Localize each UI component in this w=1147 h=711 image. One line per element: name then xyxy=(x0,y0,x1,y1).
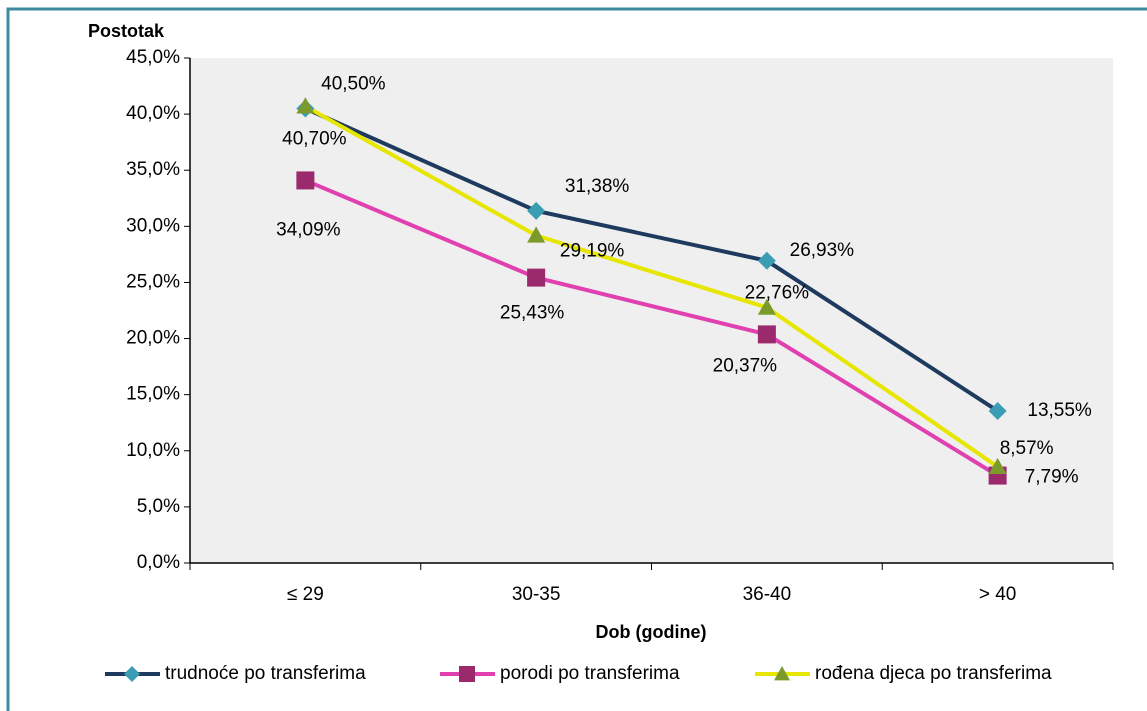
marker xyxy=(988,457,1007,475)
marker xyxy=(296,97,315,114)
x-tick-label: > 40 xyxy=(979,584,1017,605)
legend-marker xyxy=(774,666,790,681)
series-line xyxy=(304,178,999,478)
legend-marker xyxy=(459,666,475,682)
y-tick-label: 45,0% xyxy=(126,47,180,68)
y-tick-label: 35,0% xyxy=(126,159,180,180)
marker xyxy=(757,298,776,315)
y-axis-label: Postotak xyxy=(88,21,165,41)
data-label: 40,50% xyxy=(321,74,386,95)
x-tick-label: ≤ 29 xyxy=(287,584,324,605)
legend-label: trudnoće po transferima xyxy=(165,663,366,684)
marker xyxy=(527,201,546,220)
marker xyxy=(988,401,1007,420)
series-line xyxy=(304,104,999,469)
plot-area xyxy=(190,58,1113,563)
data-label: 31,38% xyxy=(565,176,630,197)
x-tick-label: 36-40 xyxy=(743,584,792,605)
y-tick-label: 5,0% xyxy=(137,496,180,517)
marker xyxy=(296,171,315,190)
data-label: 22,76% xyxy=(745,283,810,304)
data-label: 8,57% xyxy=(1000,438,1054,459)
y-tick-label: 25,0% xyxy=(126,271,180,292)
y-tick-label: 15,0% xyxy=(126,384,180,405)
y-tick-label: 30,0% xyxy=(126,215,180,236)
y-tick-label: 20,0% xyxy=(126,328,180,349)
y-tick-label: 10,0% xyxy=(126,440,180,461)
x-axis-label: Dob (godine) xyxy=(596,622,707,642)
data-label: 26,93% xyxy=(790,240,855,261)
data-label: 34,09% xyxy=(276,219,341,240)
data-label: 25,43% xyxy=(500,303,565,324)
legend-label: porodi po transferima xyxy=(500,663,680,684)
legend-label: rođena djeca po transferima xyxy=(815,663,1052,684)
frame xyxy=(6,7,1147,711)
data-label: 7,79% xyxy=(1025,467,1079,488)
legend-marker xyxy=(124,666,140,682)
x-tick-label: 30-35 xyxy=(512,584,561,605)
data-label: 40,70% xyxy=(282,128,347,149)
data-label: 13,55% xyxy=(1027,400,1092,421)
marker xyxy=(527,226,546,243)
series-line xyxy=(304,106,999,413)
y-tick-label: 40,0% xyxy=(126,103,180,124)
marker xyxy=(527,268,546,287)
marker xyxy=(757,325,776,344)
data-label: 20,37% xyxy=(713,355,778,376)
data-label: 29,19% xyxy=(560,240,625,261)
y-tick-label: 0,0% xyxy=(137,552,180,573)
marker xyxy=(757,251,776,270)
